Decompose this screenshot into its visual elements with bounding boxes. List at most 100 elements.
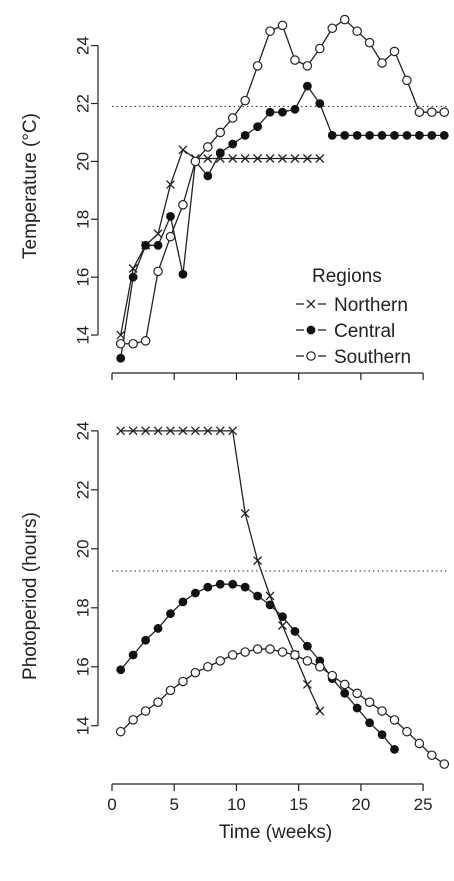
legend: Regions Northern Central Sout	[296, 266, 411, 368]
point-open	[240, 95, 250, 106]
point-filled	[253, 122, 262, 132]
point-open	[252, 644, 263, 654]
point-filled	[166, 609, 175, 619]
y-tick-label: 20	[73, 539, 92, 558]
point-open	[402, 75, 412, 86]
point-x-stroke	[228, 426, 238, 436]
point-open	[439, 107, 450, 117]
point-x-stroke	[278, 154, 287, 163]
legend-label: Central	[334, 321, 395, 342]
point-x	[302, 154, 312, 163]
point-filled	[327, 130, 337, 140]
x-tick-label: 25	[414, 795, 433, 814]
series-line	[120, 84, 445, 359]
point-open	[352, 26, 362, 36]
point-open	[252, 61, 263, 71]
point-open	[339, 14, 350, 25]
point-x	[253, 556, 263, 566]
y-tick-label: 18	[73, 210, 92, 229]
point-x	[278, 621, 287, 630]
point-filled	[215, 148, 225, 158]
point-filled	[290, 626, 300, 636]
series-line	[120, 148, 320, 336]
point-filled	[402, 130, 412, 140]
point-open	[277, 647, 288, 657]
point-filled	[116, 665, 126, 675]
point-x	[203, 426, 213, 436]
legend-label: Northern	[334, 295, 408, 316]
point-x-stroke	[178, 145, 188, 155]
point-open	[265, 644, 275, 654]
point-filled	[414, 130, 424, 140]
point-filled	[390, 130, 399, 140]
point-x-stroke	[265, 154, 275, 163]
point-open	[128, 338, 138, 349]
x-tick-label: 15	[289, 795, 308, 814]
point-x-stroke	[302, 680, 312, 689]
legend-marker-filled-circle	[306, 325, 316, 335]
point-filled	[190, 588, 200, 598]
point-filled	[352, 703, 362, 713]
y-tick-label: 14	[73, 326, 92, 345]
point-filled	[153, 240, 163, 250]
point-filled	[278, 612, 287, 622]
point-x-stroke	[203, 426, 213, 436]
point-filled	[166, 211, 175, 221]
point-filled	[439, 130, 449, 140]
point-open	[115, 726, 126, 737]
point-x	[153, 229, 163, 239]
point-open	[227, 650, 238, 660]
series-line	[120, 583, 395, 750]
point-x	[178, 426, 188, 436]
point-x-stroke	[141, 426, 151, 436]
legend-item-southern: Southern	[296, 347, 411, 368]
point-x	[190, 426, 200, 436]
point-filled	[203, 171, 213, 181]
point-x	[228, 426, 238, 436]
point-x	[228, 154, 238, 163]
point-x	[315, 706, 325, 716]
x-axis-title: Time (weeks)	[219, 822, 332, 843]
point-open	[327, 670, 338, 681]
point-filled	[340, 688, 350, 698]
point-filled	[377, 130, 387, 140]
y-tick-label: 14	[73, 716, 92, 735]
y-tick-label: 18	[73, 598, 92, 617]
legend-label: Southern	[334, 347, 411, 368]
series-central	[116, 579, 399, 754]
point-filled	[390, 744, 399, 754]
point-open	[215, 127, 226, 138]
point-open	[377, 706, 387, 716]
point-x-stroke	[153, 426, 163, 436]
x-tick-label: 20	[351, 795, 370, 814]
point-filled	[265, 107, 275, 117]
point-open	[215, 656, 226, 666]
point-filled	[253, 591, 262, 601]
point-x	[253, 154, 263, 163]
point-x	[128, 426, 138, 436]
point-filled	[240, 582, 250, 592]
photoperiod-panel: 14 16 18 20 22 24 Photoperiod (hours) 0 5 10 15 20 2…	[20, 421, 450, 843]
point-x-stroke	[315, 154, 325, 163]
point-x-stroke	[302, 154, 312, 163]
point-filled	[203, 582, 213, 592]
point-open	[240, 647, 250, 657]
series-southern	[115, 14, 450, 349]
point-open	[290, 55, 300, 65]
y-tick-label: 16	[73, 657, 92, 676]
legend-item-central: Central	[296, 321, 395, 342]
point-x-stroke	[166, 426, 175, 436]
point-open	[414, 738, 425, 749]
temperature-panel: Regions Northern Central Sout	[20, 14, 450, 380]
point-x	[166, 180, 175, 190]
point-filled	[352, 130, 362, 140]
point-x	[240, 508, 250, 518]
point-open	[439, 759, 450, 769]
point-x	[278, 154, 287, 163]
point-open	[389, 715, 400, 725]
point-open	[302, 61, 313, 71]
point-open	[178, 200, 188, 210]
point-x-stroke	[190, 426, 200, 436]
point-filled	[228, 579, 238, 589]
